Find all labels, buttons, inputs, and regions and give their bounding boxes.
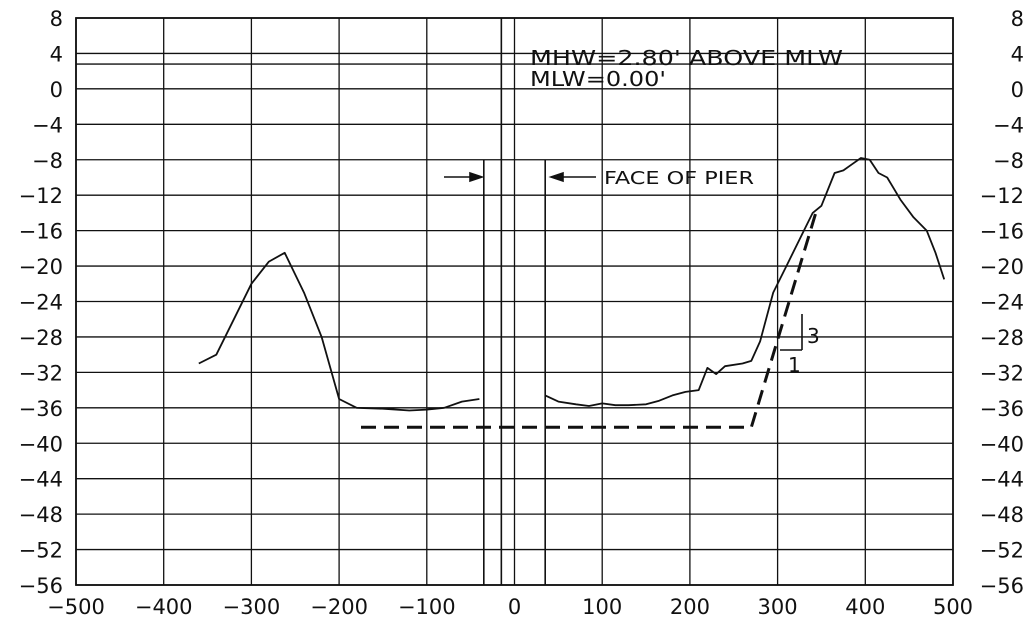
y-tick-label-left-7: −20 [19,255,63,279]
y-tick-label-right-5: −12 [980,184,1024,208]
grid [75,17,954,586]
series-line-1 [544,157,946,407]
y-tick-label-left-1: 4 [50,42,63,66]
series-line-2 [361,208,819,429]
face-of-pier-label: FACE OF PIER [604,168,754,189]
y-tick-label-right-6: −16 [980,220,1024,244]
y-tick-label-right-11: −36 [980,397,1024,421]
y-tick-label-right-16: −56 [980,574,1024,598]
y-tick-label-left-2: 0 [50,78,63,102]
y-tick-label-right-8: −24 [980,291,1024,315]
y-tick-label-left-16: −56 [19,574,63,598]
y-tick-label-right-12: −40 [980,432,1024,456]
y-tick-label-right-4: −8 [993,149,1024,173]
x-tick-label-1: −400 [135,595,193,619]
mhw-annotation: MHW=2.80' ABOVE MLW [530,46,843,70]
x-tick-label-9: 400 [845,595,885,619]
y-tick-label-left-6: −16 [19,220,63,244]
pier-arrows [444,171,596,183]
plot-frame [75,17,954,586]
y-tick-label-right-13: −44 [980,468,1024,492]
x-tick-label-8: 300 [758,595,798,619]
y-tick-label-left-8: −24 [19,291,63,315]
y-tick-label-right-10: −32 [980,361,1024,385]
right-pier-arrow-head [548,171,564,183]
reference-lines [76,18,953,585]
y-tick-label-left-12: −40 [19,432,63,456]
y-tick-label-left-5: −12 [19,184,63,208]
y-tick-label-right-0: 8 [1011,7,1024,31]
y-tick-label-right-14: −48 [980,503,1024,527]
y-tick-label-left-3: −4 [32,113,63,137]
y-tick-label-right-3: −4 [993,113,1024,137]
y-tick-label-left-9: −28 [19,326,63,350]
x-tick-label-5: 0 [508,595,521,619]
left-pier-arrow-head [469,171,485,183]
slope-rise-label: 3 [807,324,820,348]
x-tick-label-7: 200 [670,595,710,619]
y-tick-label-left-0: 8 [50,7,63,31]
mlw-annotation: MLW=0.00' [530,67,666,91]
series-layer [198,157,946,429]
slope-run-label: 1 [788,353,801,377]
y-tick-label-right-1: 4 [1011,42,1024,66]
y-tick-label-left-13: −44 [19,468,63,492]
y-tick-label-right-7: −20 [980,255,1024,279]
x-tick-label-0: −500 [47,595,105,619]
y-tick-label-left-10: −32 [19,361,63,385]
y-tick-label-right-2: 0 [1011,78,1024,102]
x-tick-label-4: −100 [398,595,456,619]
x-tick-label-10: 500 [933,595,973,619]
y-tick-label-left-14: −48 [19,503,63,527]
slope-indicator [780,314,803,351]
series-line-0 [198,251,480,412]
x-tick-label-6: 100 [582,595,622,619]
y-tick-label-left-11: −36 [19,397,63,421]
x-tick-label-3: −200 [310,595,368,619]
x-tick-label-2: −300 [223,595,281,619]
y-tick-label-right-9: −28 [980,326,1024,350]
y-tick-label-right-15: −52 [980,539,1024,563]
y-tick-label-left-15: −52 [19,539,63,563]
y-tick-label-left-4: −8 [32,149,63,173]
